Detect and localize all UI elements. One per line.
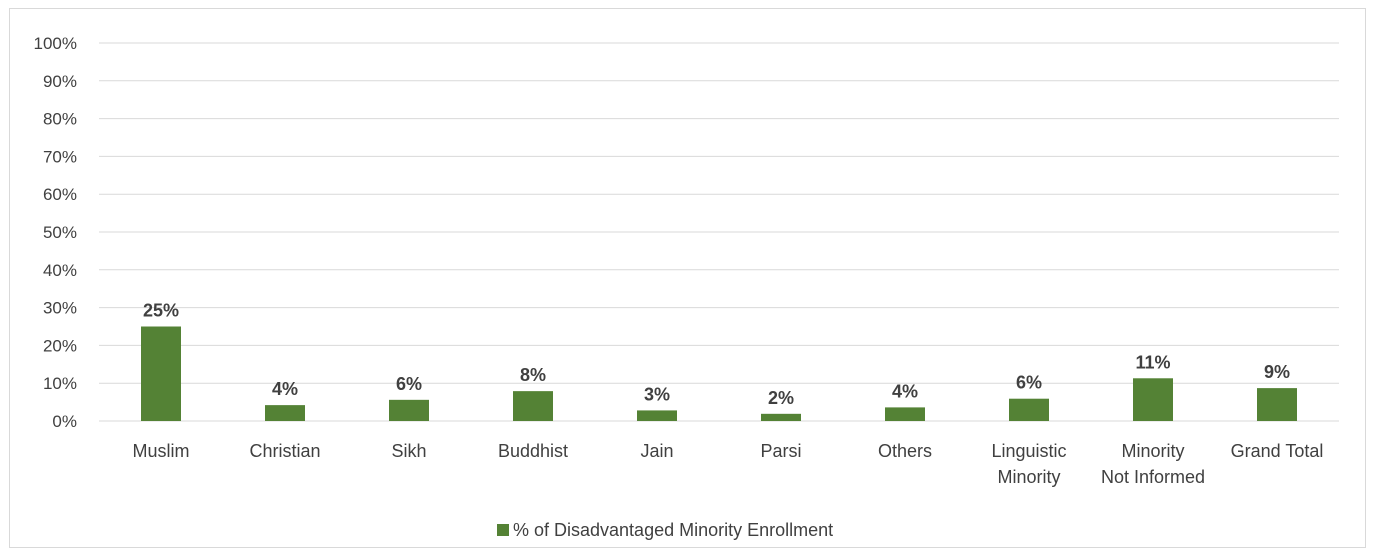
y-axis-ticks: 0% 10% 20% 30% 40% 50% 60% 70% 80% 90% 100% [34, 34, 77, 431]
data-label: 6% [1016, 373, 1042, 393]
y-tick-label: 0% [52, 412, 77, 431]
data-label: 6% [396, 374, 422, 394]
x-category-label: Jain [640, 441, 673, 461]
data-label: 4% [892, 381, 918, 401]
bar [389, 399, 429, 421]
chart-frame: 0% 10% 20% 30% 40% 50% 60% 70% 80% 90% 100% 25% 4% 6… [9, 8, 1366, 548]
y-tick-label: 50% [43, 223, 77, 242]
x-category-label: Buddhist [498, 441, 568, 461]
data-labels: 25% 4% 6% 8% 3% 2% 4% 6% 11% 9% [143, 301, 1290, 408]
y-tick-label: 10% [43, 374, 77, 393]
bar [141, 326, 181, 421]
data-label: 25% [143, 301, 179, 321]
y-tick-label: 40% [43, 261, 77, 280]
bars [141, 326, 1297, 421]
y-tick-label: 100% [34, 34, 77, 53]
x-category-label: Minority [997, 467, 1060, 487]
legend-swatch [497, 524, 509, 536]
bar [885, 407, 925, 421]
data-label: 3% [644, 384, 670, 404]
legend-label: % of Disadvantaged Minority Enrollment [513, 520, 833, 540]
bar [761, 413, 801, 421]
bar [1257, 388, 1297, 421]
x-category-label: Minority [1121, 441, 1184, 461]
y-tick-label: 20% [43, 336, 77, 355]
bar [513, 391, 553, 421]
y-tick-label: 60% [43, 185, 77, 204]
legend: % of Disadvantaged Minority Enrollment [497, 520, 833, 540]
x-category-label: Parsi [760, 441, 801, 461]
x-category-label: Grand Total [1231, 441, 1324, 461]
data-label: 9% [1264, 362, 1290, 382]
y-tick-label: 90% [43, 72, 77, 91]
x-category-label: Muslim [133, 441, 190, 461]
x-category-label: Linguistic [991, 441, 1066, 461]
data-label: 4% [272, 379, 298, 399]
x-category-label: Others [878, 441, 932, 461]
data-label: 8% [520, 365, 546, 385]
x-category-label: Christian [249, 441, 320, 461]
x-category-label: Sikh [391, 441, 426, 461]
y-tick-label: 80% [43, 110, 77, 129]
data-label: 11% [1135, 352, 1170, 372]
x-axis-labels: Muslim Christian Sikh Buddhist Jain Parsi Othe… [133, 441, 1324, 487]
gridlines [99, 42, 1339, 422]
y-tick-label: 70% [43, 147, 77, 166]
data-label: 2% [768, 388, 794, 408]
y-tick-label: 30% [43, 299, 77, 318]
bar-chart: 0% 10% 20% 30% 40% 50% 60% 70% 80% 90% 100% 25% 4% 6… [34, 34, 1339, 540]
bar [1133, 378, 1173, 421]
bar [1009, 398, 1049, 421]
bar [637, 410, 677, 421]
x-category-label: Not Informed [1101, 467, 1205, 487]
bar [265, 405, 305, 421]
